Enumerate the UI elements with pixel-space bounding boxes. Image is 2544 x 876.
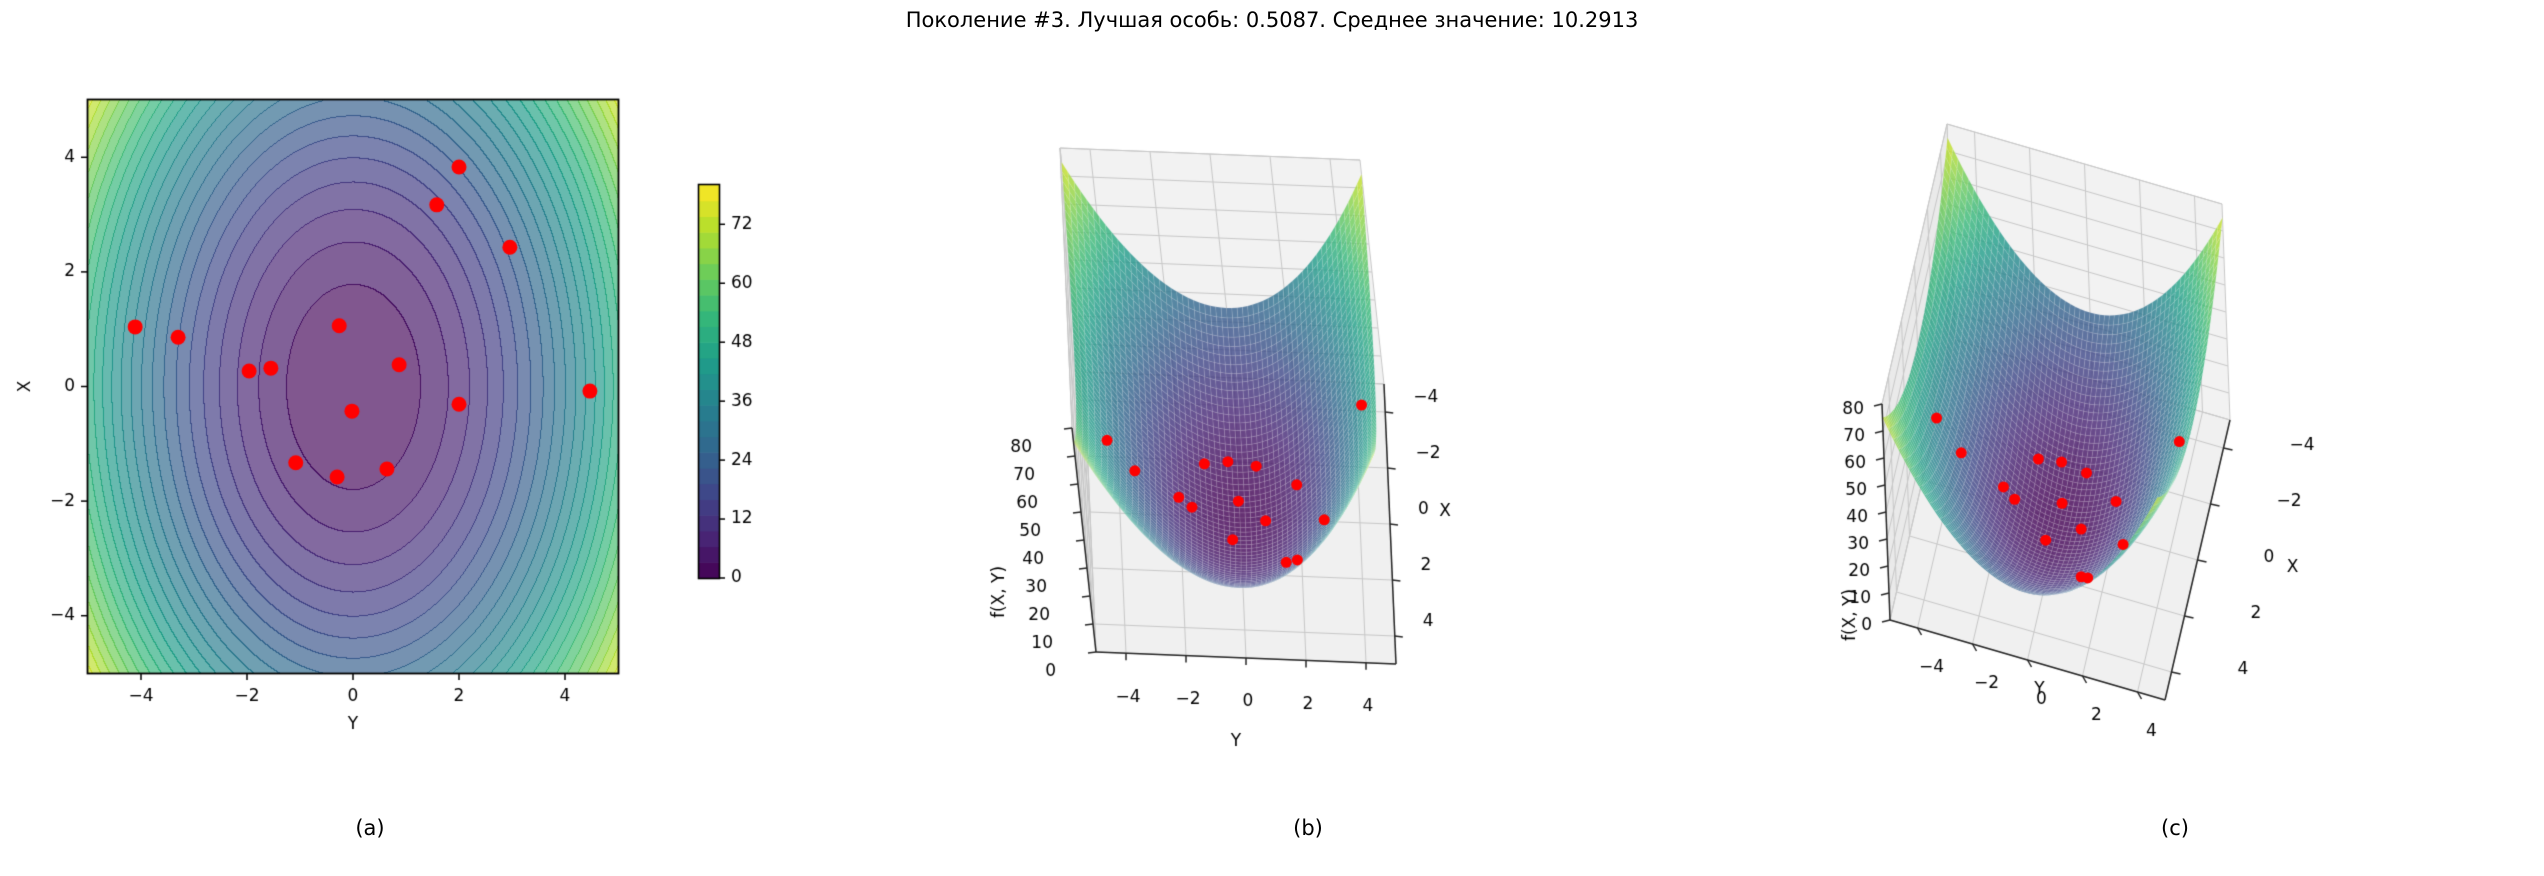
contour-plot-canvas	[0, 40, 880, 780]
surface3d-front-canvas	[950, 40, 1510, 780]
caption-c: (c)	[2161, 816, 2189, 840]
caption-b: (b)	[1293, 816, 1323, 840]
surface3d-oblique-canvas	[1790, 30, 2544, 776]
caption-a: (a)	[355, 816, 385, 840]
figure-title: Поколение #3. Лучшая особь: 0.5087. Сред…	[905, 8, 1639, 32]
